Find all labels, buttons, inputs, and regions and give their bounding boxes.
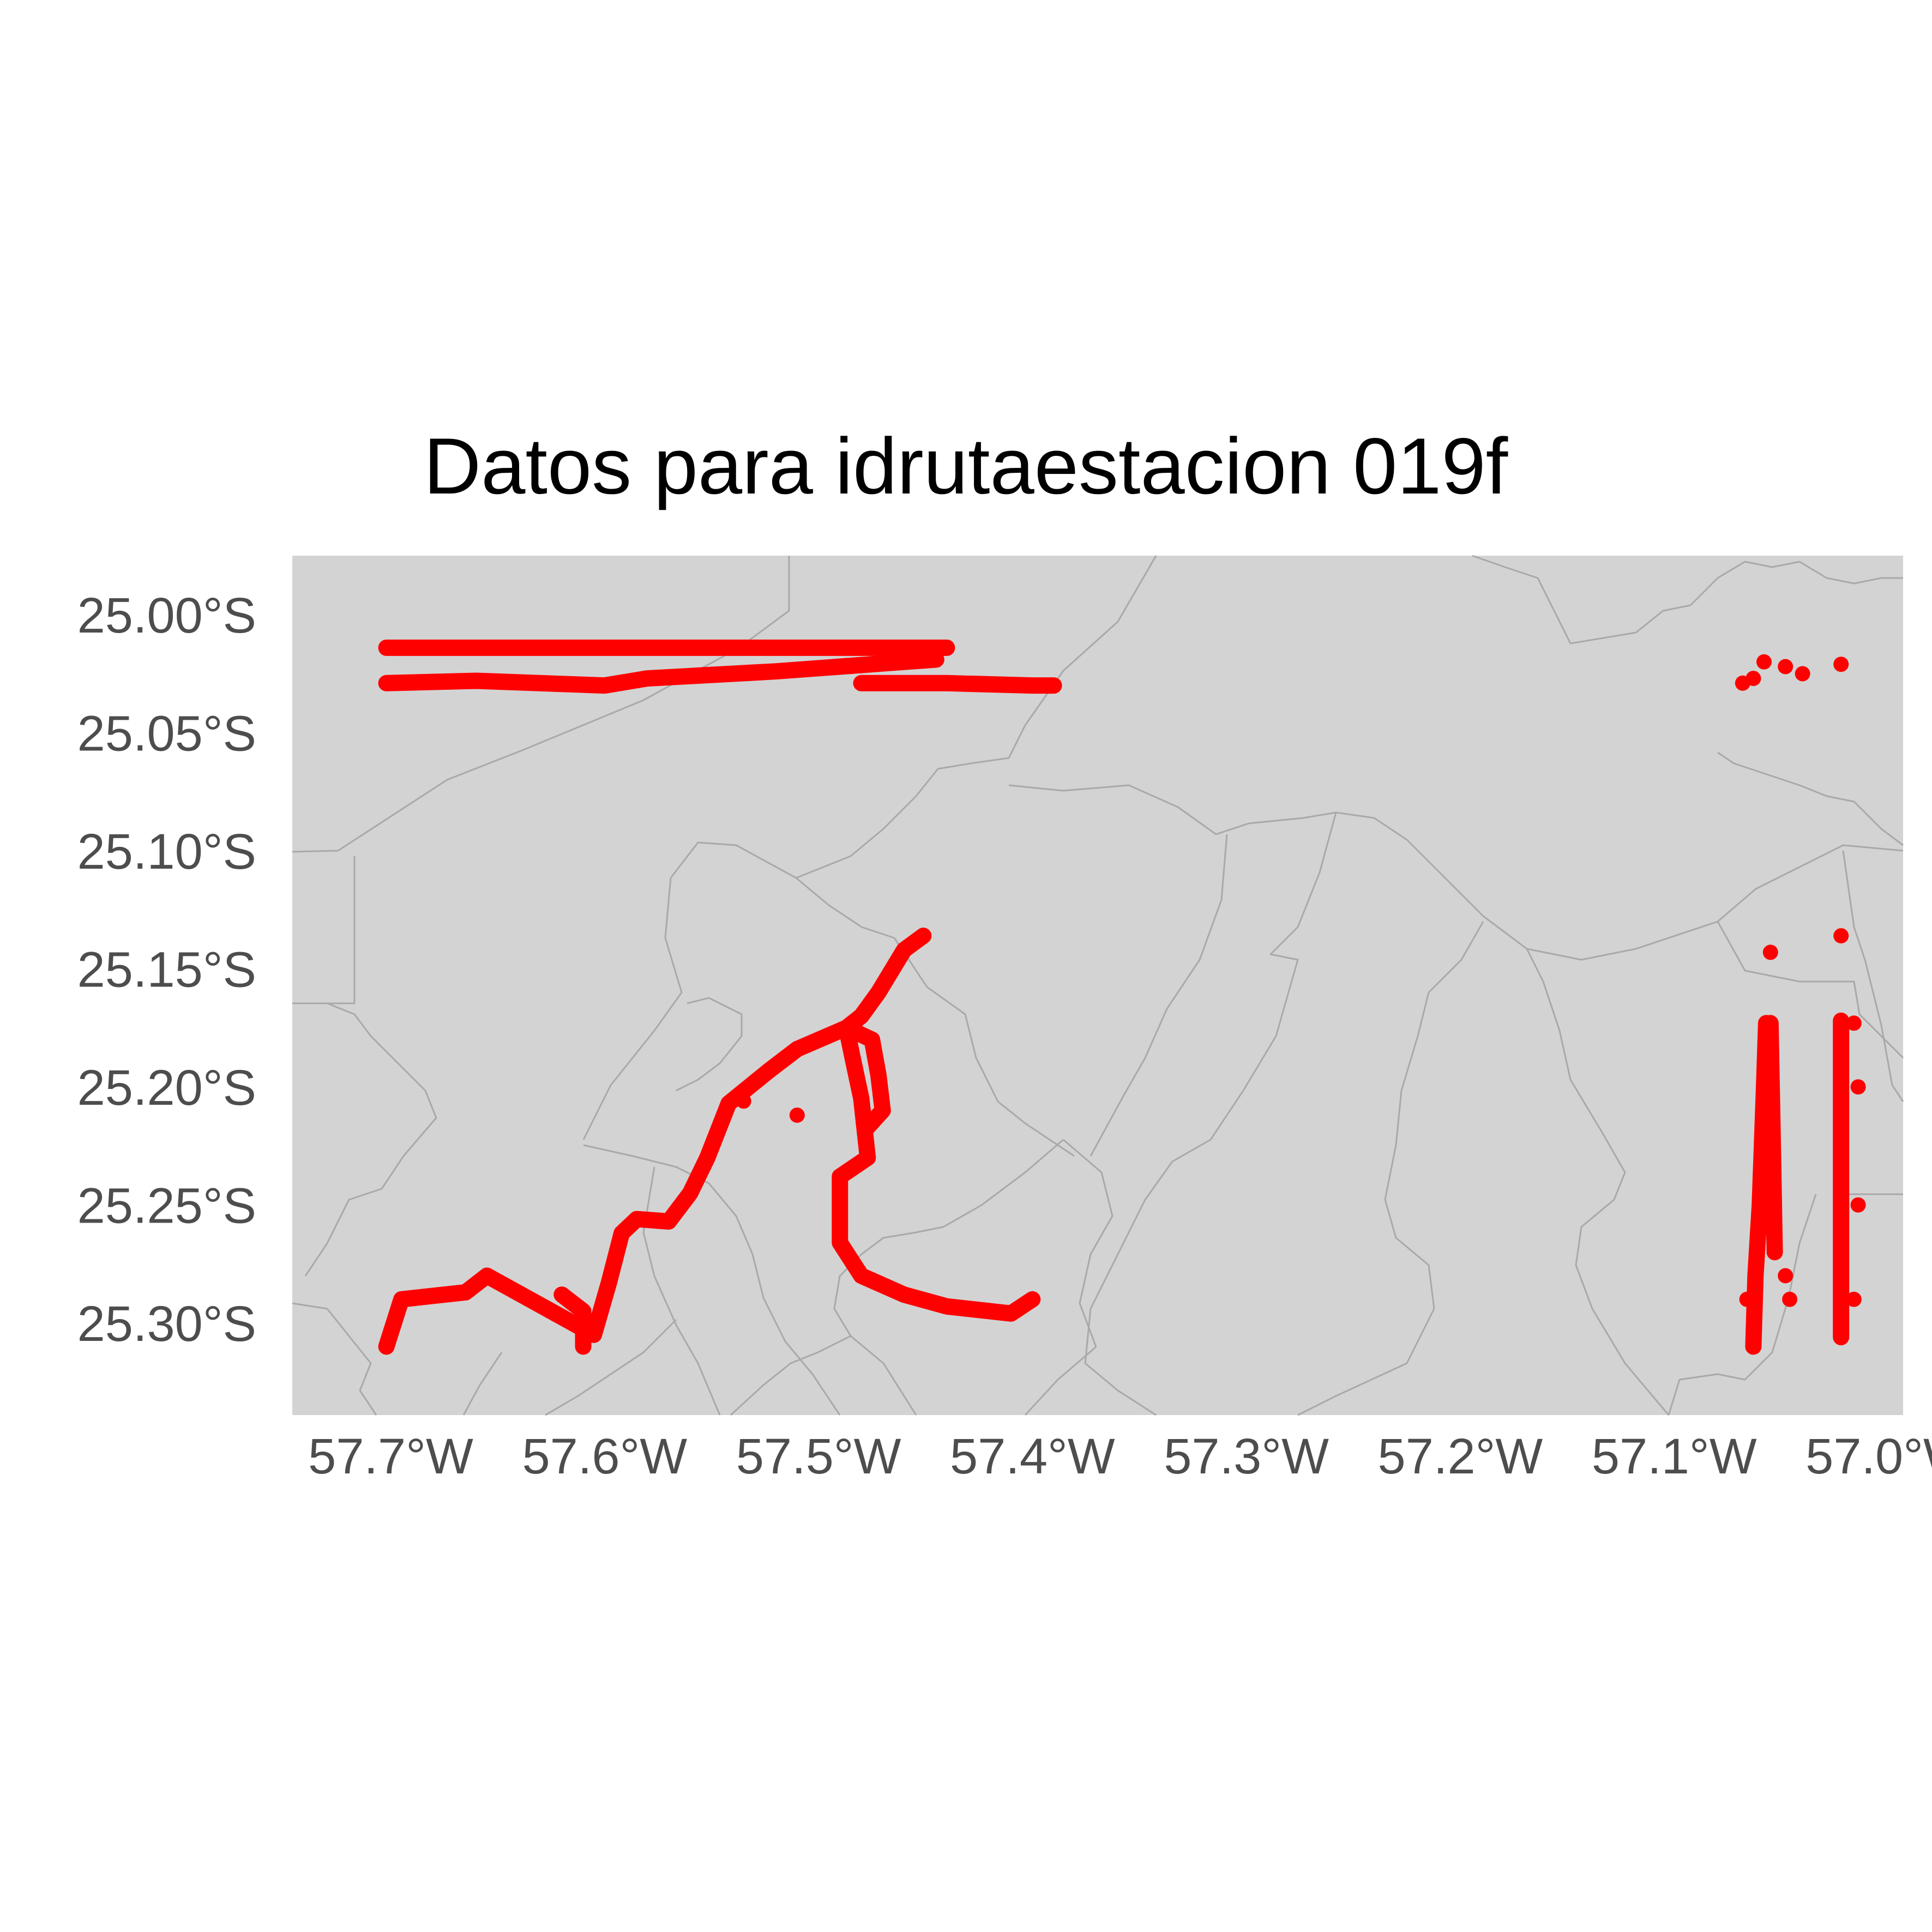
boundary-line xyxy=(833,1231,917,1416)
gps-point xyxy=(789,1108,805,1123)
gps-point xyxy=(1850,1079,1866,1095)
gps-point xyxy=(1833,928,1849,944)
y-tick-label: 25.20°S xyxy=(77,1060,256,1116)
x-tick-label: 57.6°W xyxy=(522,1429,687,1484)
gps-point xyxy=(1846,1291,1862,1307)
district-boundaries xyxy=(292,555,1904,1416)
gps-point xyxy=(1833,657,1849,672)
boundary-line xyxy=(1526,948,1670,1416)
y-tick-label: 25.25°S xyxy=(77,1178,256,1234)
y-tick-label: 25.30°S xyxy=(77,1296,256,1352)
x-tick-label: 57.1°W xyxy=(1592,1429,1757,1484)
gps-point xyxy=(1739,1291,1755,1307)
boundary-line xyxy=(676,997,743,1092)
gps-track-2 xyxy=(378,651,944,694)
boundary-line xyxy=(1472,555,1903,645)
map-panel xyxy=(292,556,1903,1415)
boundary-line xyxy=(796,555,1157,879)
gps-track-9 xyxy=(1762,1015,1783,1261)
y-axis: 25.00°S 25.05°S 25.10°S 25.15°S 25.20°S 25.25… xyxy=(77,588,256,1352)
map-title: Datos para idrutaestacion 019f xyxy=(424,422,1508,510)
gps-point xyxy=(1762,944,1778,960)
y-tick-label: 25.10°S xyxy=(77,824,256,880)
gps-point xyxy=(1782,1291,1798,1307)
boundary-line xyxy=(1668,1194,1817,1416)
boundary-line xyxy=(545,1319,677,1416)
gps-point xyxy=(1850,1197,1866,1213)
boundary-line xyxy=(583,1144,841,1416)
boundary-line xyxy=(796,877,1075,1157)
boundary-line xyxy=(1063,1139,1114,1347)
boundary-line xyxy=(1084,812,1337,1416)
gps-track-7 xyxy=(553,1286,592,1355)
boundary-line xyxy=(292,556,790,853)
boundary-line xyxy=(462,1352,503,1416)
gps-track-3 xyxy=(853,675,1062,694)
gps-track-5 xyxy=(832,1019,1041,1322)
gps-point xyxy=(1795,666,1810,682)
boundary-line xyxy=(1024,1346,1097,1416)
boundary-line xyxy=(582,841,797,1140)
x-tick-label: 57.2°W xyxy=(1378,1429,1543,1484)
gps-point xyxy=(1778,659,1793,675)
x-tick-label: 57.0°W xyxy=(1805,1429,1932,1484)
boundary-line xyxy=(730,1335,851,1416)
gps-point xyxy=(736,1093,751,1109)
boundary-line xyxy=(1008,784,1904,961)
gps-point xyxy=(1756,654,1772,670)
y-tick-label: 25.05°S xyxy=(77,706,256,762)
x-axis: 57.7°W 57.6°W 57.5°W 57.4°W 57.3°W 57.2°W 57.1… xyxy=(308,1429,1932,1484)
gps-tracks xyxy=(378,639,1850,1355)
boundary-line xyxy=(1090,834,1228,1157)
x-tick-label: 57.7°W xyxy=(308,1429,473,1484)
x-tick-label: 57.4°W xyxy=(950,1429,1115,1484)
gps-point xyxy=(1778,1268,1793,1284)
boundary-line xyxy=(292,1302,377,1416)
gps-point xyxy=(1846,1015,1862,1031)
boundary-line xyxy=(1717,751,1904,846)
gps-track-4 xyxy=(378,928,932,1355)
x-tick-label: 57.3°W xyxy=(1164,1429,1329,1484)
gps-points xyxy=(736,654,1866,1307)
boundary-line xyxy=(916,1139,1064,1233)
boundary-line xyxy=(1717,921,1904,1059)
gps-track-6 xyxy=(838,1019,891,1138)
y-tick-label: 25.15°S xyxy=(77,942,256,998)
boundary-line xyxy=(292,1002,437,1277)
boundary-line xyxy=(1842,850,1904,1102)
boundary-line xyxy=(1297,921,1484,1416)
x-tick-label: 57.5°W xyxy=(736,1429,901,1484)
y-tick-label: 25.00°S xyxy=(77,588,256,643)
gps-point xyxy=(1735,675,1750,691)
